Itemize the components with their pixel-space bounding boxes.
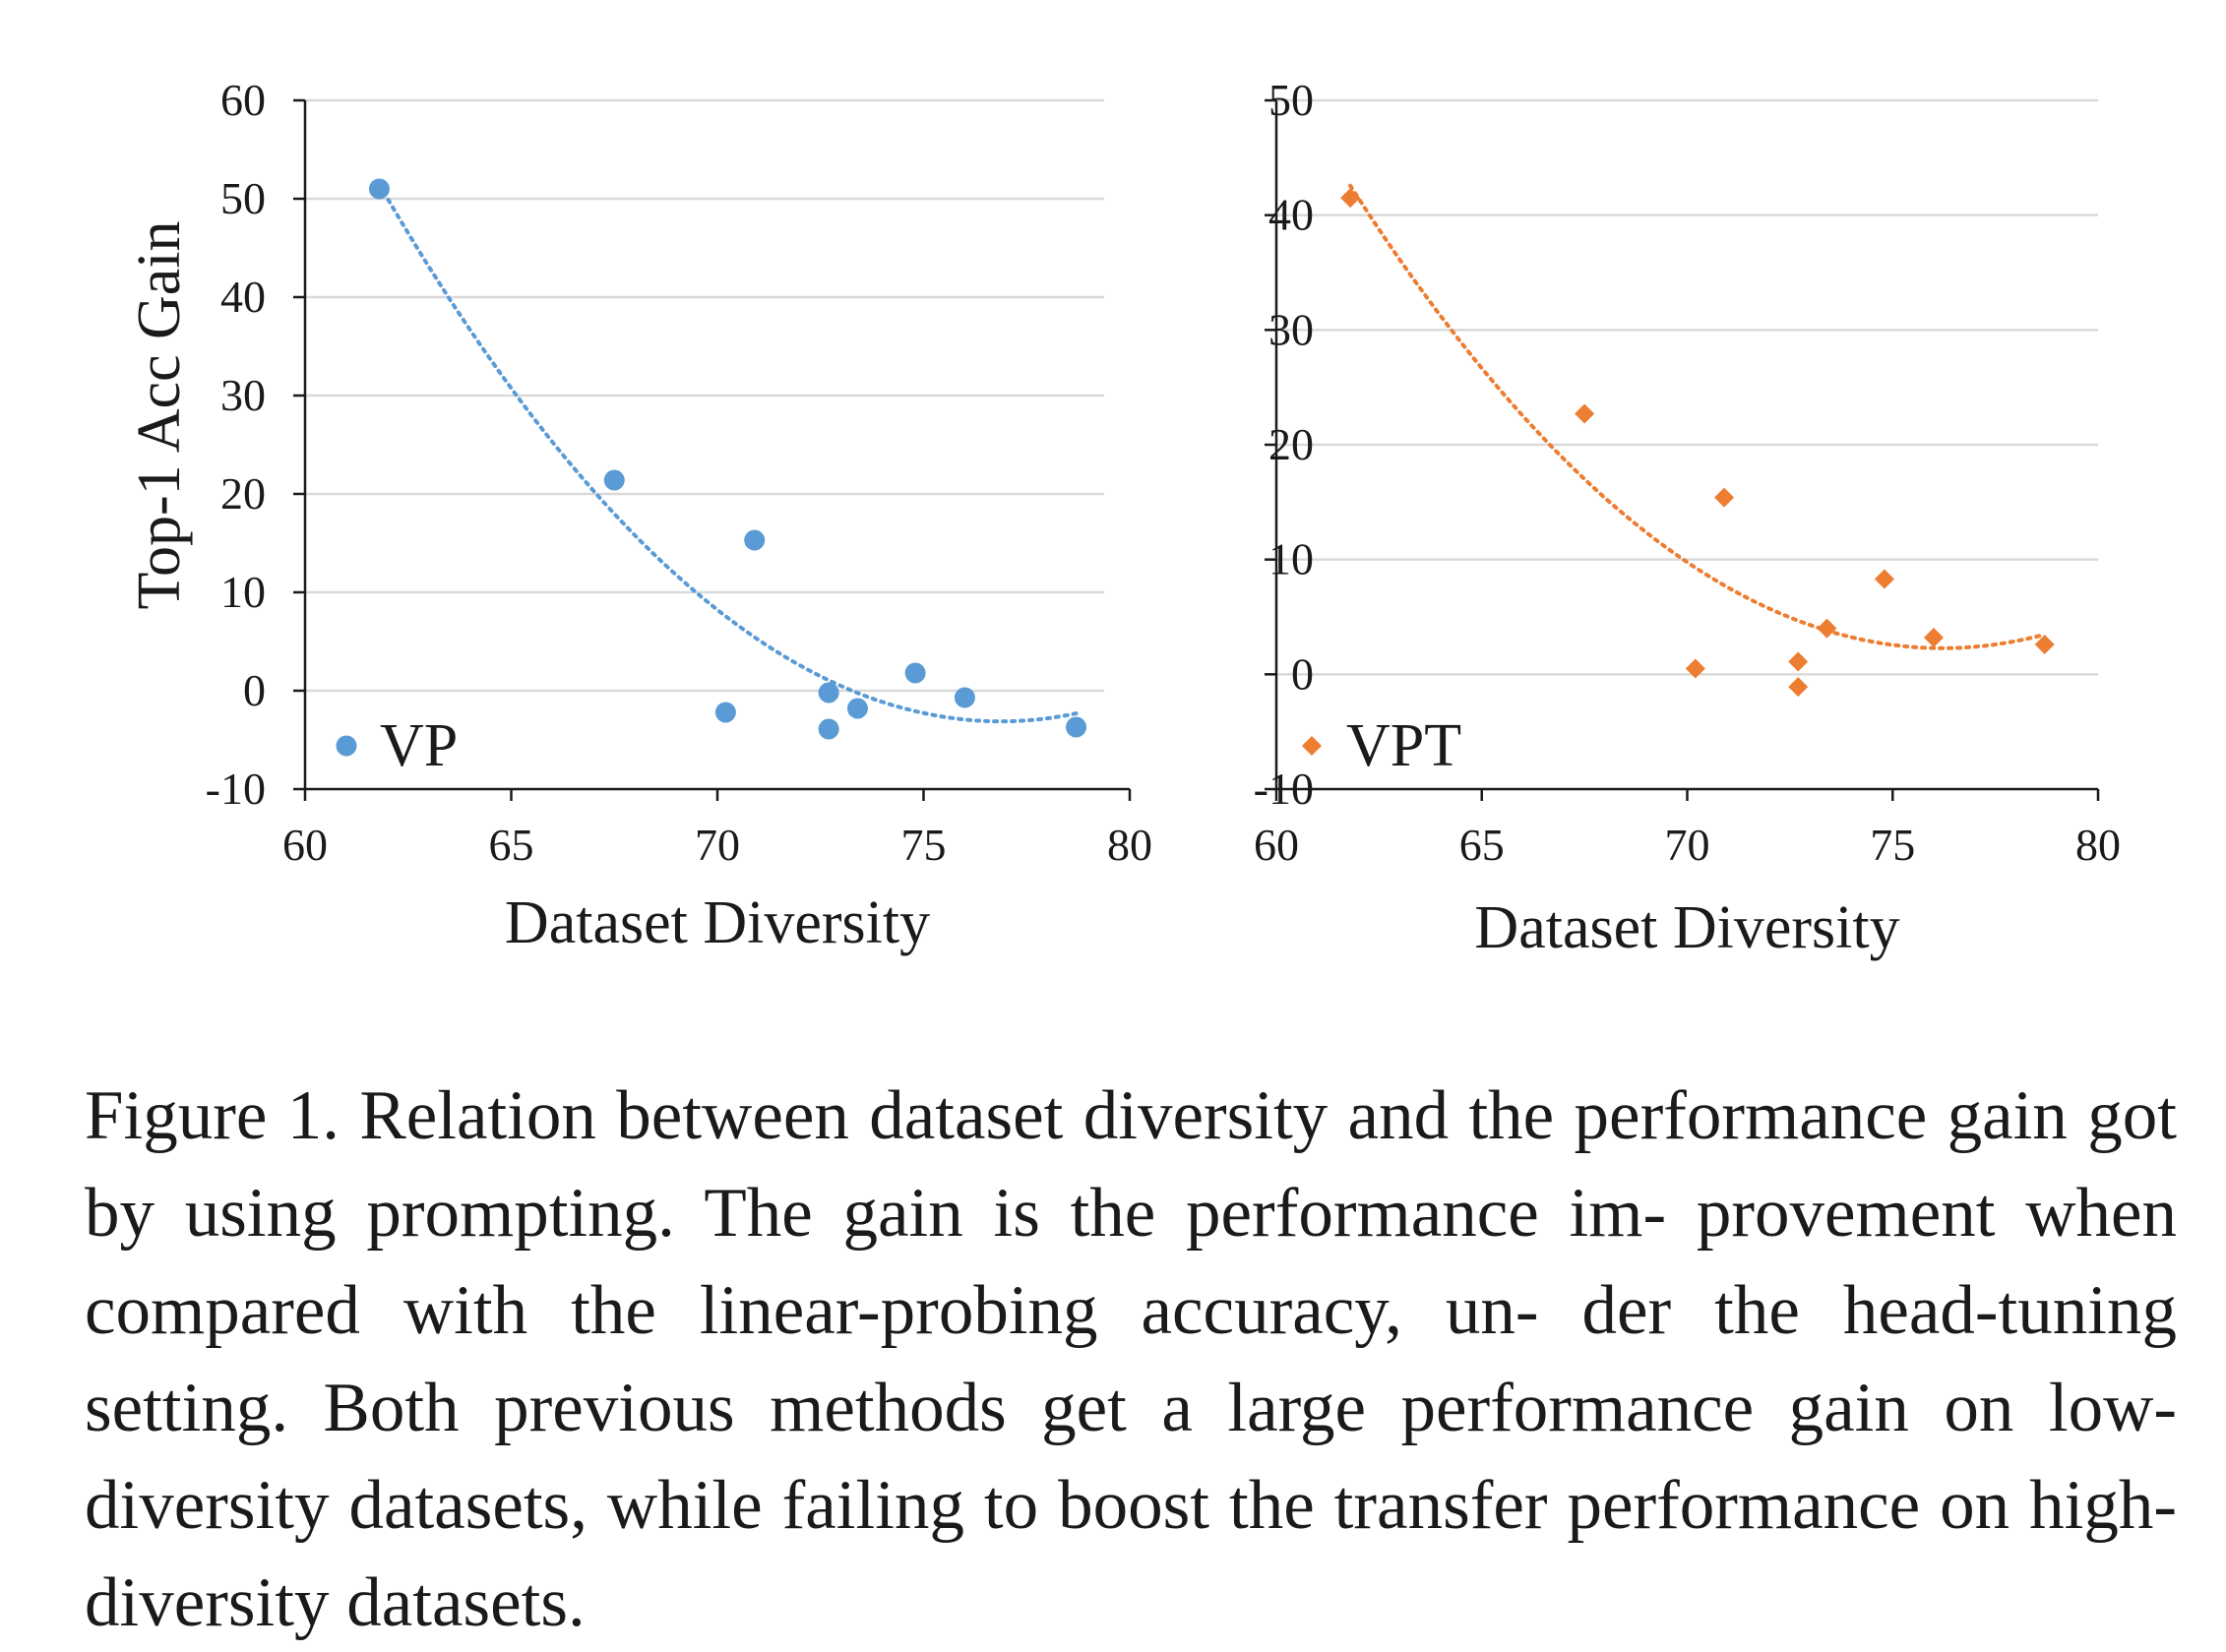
y-tick-label: 30 bbox=[220, 370, 266, 420]
y-tick-label: 30 bbox=[1268, 304, 1314, 354]
x-tick-label: 65 bbox=[1459, 820, 1505, 870]
x-tick-label: 60 bbox=[1254, 820, 1299, 870]
data-point bbox=[368, 178, 390, 200]
y-tick-label: 40 bbox=[220, 272, 266, 322]
y-tick-label: 50 bbox=[220, 173, 266, 223]
y-tick-label: 20 bbox=[1268, 419, 1314, 469]
caption-line: the transfer performance on high-diversi… bbox=[85, 1467, 2177, 1641]
data-point bbox=[1788, 677, 1809, 698]
x-tick-label: 60 bbox=[282, 820, 328, 870]
data-point bbox=[2034, 635, 2055, 654]
figure-charts: -10 0 10 20 30 40 50 60 60 65 70 75 80 Dataset Divers… bbox=[126, 75, 2121, 961]
legend-marker bbox=[1302, 736, 1322, 756]
y-tick-label: -10 bbox=[1254, 764, 1314, 814]
data-point bbox=[603, 469, 625, 491]
x-tick-label: 75 bbox=[901, 820, 947, 870]
trendline bbox=[1348, 183, 2047, 650]
x-tick-label: 70 bbox=[1665, 820, 1710, 870]
caption-line: performance gain on low-diversity datase… bbox=[85, 1370, 2177, 1544]
data-point bbox=[1340, 188, 1361, 209]
x-tick-label: 80 bbox=[1107, 820, 1152, 870]
data-point bbox=[1575, 403, 1595, 424]
legend-label: VPT bbox=[1346, 712, 1461, 779]
data-point bbox=[1817, 618, 1837, 639]
caption-line: gain got by using prompting. The gain is… bbox=[85, 1077, 2177, 1252]
caption-line: der the head-tuning setting. Both previo… bbox=[85, 1272, 2177, 1446]
y-tick-label: 0 bbox=[1291, 648, 1314, 699]
data-point bbox=[1874, 569, 1894, 589]
y-tick-label: 50 bbox=[1268, 75, 1314, 125]
legend-label: VP bbox=[380, 712, 458, 779]
data-point bbox=[818, 718, 839, 740]
y-tick-label: 40 bbox=[1268, 190, 1314, 240]
y-tick-label: 60 bbox=[220, 75, 266, 125]
data-point bbox=[904, 662, 926, 684]
data-point bbox=[1685, 658, 1705, 679]
y-tick-label: 0 bbox=[243, 665, 266, 715]
data-point bbox=[1066, 716, 1087, 738]
chart-vpt: -10 0 10 20 30 40 50 60 65 70 75 80 Dataset Diversit… bbox=[1254, 75, 2121, 961]
y-tick-label: 10 bbox=[220, 567, 266, 617]
data-point bbox=[954, 687, 975, 708]
x-tick-label: 70 bbox=[695, 820, 740, 870]
data-point bbox=[714, 702, 736, 723]
data-point bbox=[1714, 487, 1735, 508]
data-point bbox=[1924, 628, 1944, 647]
y-tick-label: -10 bbox=[206, 764, 266, 814]
data-point bbox=[818, 682, 839, 704]
caption-line: Figure 1. Relation between dataset diver… bbox=[85, 1077, 1948, 1154]
x-axis-title: Dataset Diversity bbox=[1474, 894, 1899, 961]
data-point bbox=[744, 529, 766, 551]
data-point bbox=[1788, 651, 1809, 672]
legend-marker bbox=[336, 735, 357, 757]
x-tick-label: 65 bbox=[489, 820, 534, 870]
y-axis-title: Top-1 Acc Gain bbox=[126, 220, 193, 609]
x-tick-label: 75 bbox=[1870, 820, 1915, 870]
chart-vp: -10 0 10 20 30 40 50 60 60 65 70 75 80 Dataset Divers… bbox=[126, 75, 1152, 956]
x-tick-label: 80 bbox=[2075, 820, 2121, 870]
y-tick-label: 20 bbox=[220, 468, 266, 519]
figure-caption: Figure 1. Relation between dataset diver… bbox=[85, 1068, 2177, 1652]
caption-line: provement when compared with the linear-… bbox=[85, 1175, 2177, 1349]
data-point bbox=[846, 698, 868, 719]
y-tick-label: 10 bbox=[1268, 534, 1314, 584]
trendline bbox=[377, 182, 1079, 724]
x-axis-title: Dataset Diversity bbox=[505, 889, 930, 956]
